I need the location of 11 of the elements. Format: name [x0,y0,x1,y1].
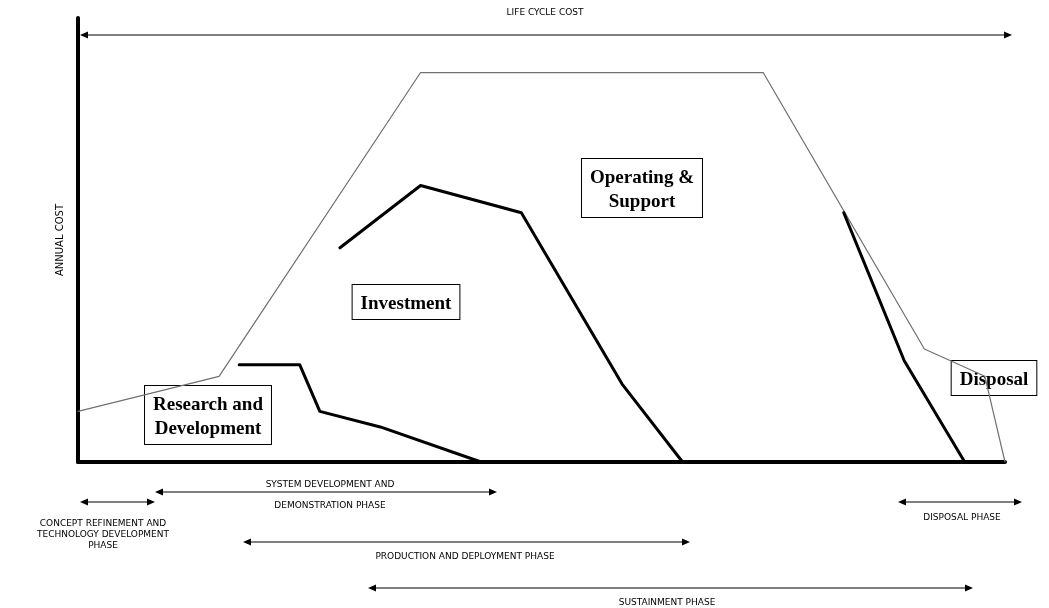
text: CONCEPT REFINEMENT AND TECHNOLOGY DEVELOPMENT PHASE [35,518,170,550]
text: LIFE CYCLE COST [506,7,584,17]
y-axis-title: ANNUAL COST [53,203,65,277]
text: DISPOSAL PHASE [923,512,1002,522]
annotation: Research and Development [153,392,264,438]
annotation: Disposal [959,367,1029,389]
text: SUSTAINMENT PHASE [618,597,716,607]
text: PRODUCTION AND DEPLOYMENT PHASE [375,551,555,561]
text: SYSTEM DEVELOPMENT AND DEMONSTRATION PHASE [265,478,395,510]
annotation: Investment [360,291,453,313]
annotation: Operating & Support [590,165,694,211]
